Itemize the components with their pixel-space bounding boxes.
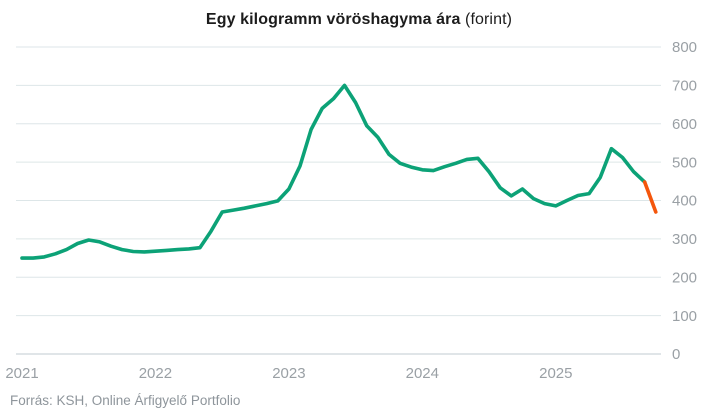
y-tick-label: 100 — [672, 308, 697, 325]
y-tick-label: 800 — [672, 39, 697, 56]
price-line-orange-recent — [642, 180, 658, 214]
chart-title: Egy kilogramm vöröshagyma ára (forint) — [0, 11, 718, 29]
y-tick-label: 400 — [672, 193, 697, 210]
y-tick-label: 500 — [672, 154, 697, 171]
chart-title-main: Egy kilogramm vöröshagyma ára — [205, 11, 461, 28]
chart-title-unit: (forint) — [460, 11, 513, 28]
x-tick-label: 2022 — [139, 365, 172, 382]
y-tick-label: 0 — [672, 346, 680, 363]
x-tick-label: 2021 — [5, 365, 38, 382]
y-tick-label: 200 — [672, 269, 697, 286]
x-tick-label: 2025 — [539, 365, 572, 382]
y-tick-label: 300 — [672, 231, 697, 248]
source-caption: Forrás: KSH, Online Árfigyelő Portfolio — [10, 393, 241, 408]
y-tick-label: 600 — [672, 116, 697, 133]
x-tick-label: 2024 — [406, 365, 439, 382]
price-line-green — [20, 83, 647, 260]
x-tick-label: 2023 — [272, 365, 305, 382]
y-tick-label: 700 — [672, 78, 697, 95]
